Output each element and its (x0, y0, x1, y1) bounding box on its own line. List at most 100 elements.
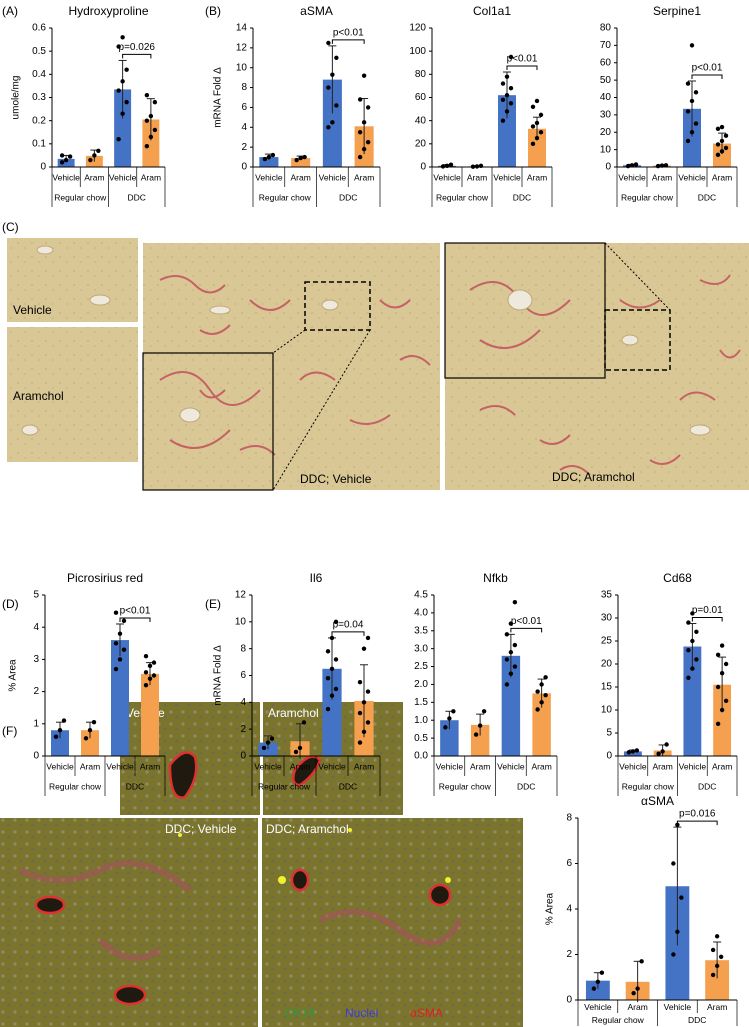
data-point (325, 675, 331, 681)
data-point (117, 657, 123, 662)
group-label: Regular chow (621, 192, 674, 202)
data-point (152, 127, 158, 133)
chart-title: Il6 (310, 571, 323, 585)
data-point (361, 120, 367, 125)
data-point (539, 700, 544, 705)
y-tick-label: 0 (605, 162, 611, 173)
significance-bracket (331, 631, 365, 636)
y-tick-label: 12 (235, 590, 247, 601)
data-point (152, 99, 158, 105)
x-tick-label: Aram (652, 172, 672, 182)
y-tick-label: 0.0 (414, 751, 428, 762)
y-tick-label: 20 (600, 127, 612, 138)
fibrosis-texture (159, 274, 741, 476)
annotation: p<0.01 (507, 54, 538, 65)
data-point (481, 709, 487, 714)
data-point (361, 729, 367, 735)
chart-title: Hydroxyproline (68, 4, 148, 18)
data-point (508, 671, 514, 676)
group-label: DDC (698, 192, 716, 202)
data-point (690, 638, 695, 644)
annotation: p=0.026 (119, 42, 156, 53)
data-point (535, 689, 540, 694)
data-point (357, 740, 363, 745)
y-tick-label: 0 (241, 162, 247, 173)
data-point (655, 163, 661, 169)
y-tick-label: 60 (415, 92, 427, 103)
data-point (504, 109, 510, 114)
y-tick-label: 2 (33, 686, 39, 697)
image (445, 243, 749, 490)
data-point (143, 682, 149, 688)
data-point (144, 143, 150, 149)
y-tick-label: 0 (420, 162, 426, 173)
data-point (63, 157, 69, 163)
annotation: p<0.01 (511, 616, 542, 627)
x-tick-label: Aram (531, 761, 551, 771)
data-point (365, 139, 371, 145)
y-tick-label: 0.6 (32, 23, 46, 34)
x-tick-label: Vehicle (319, 172, 347, 182)
y-tick-label: 12 (236, 42, 248, 53)
data-point (326, 85, 331, 90)
y-tick-label: 25 (601, 636, 613, 647)
data-point (294, 157, 299, 163)
x-tick-label: Aram (80, 761, 100, 771)
error-bar (673, 826, 682, 946)
group-label: Regular chow (436, 192, 489, 202)
data-point (266, 154, 272, 160)
bar (259, 157, 279, 167)
data-point (269, 736, 275, 741)
data-point (530, 124, 536, 129)
data-point (148, 113, 154, 119)
data-point (143, 653, 149, 659)
x-tick-label: Vehicle (52, 172, 80, 182)
data-point (334, 103, 339, 108)
data-point (147, 676, 153, 681)
data-point (719, 643, 725, 648)
data-point (685, 138, 691, 144)
group-label: Regular chow (622, 781, 675, 791)
data-point (57, 728, 63, 733)
group-label: DDC (688, 1015, 706, 1025)
data-point (333, 657, 339, 662)
data-point (626, 750, 632, 755)
data-point (723, 661, 729, 667)
data-point (723, 145, 729, 151)
y-tick-label: 2 (240, 724, 246, 735)
data-point (534, 135, 540, 141)
y-tick-label: 1.5 (414, 697, 428, 708)
data-point (535, 707, 540, 712)
data-point (694, 657, 699, 662)
data-point (500, 118, 506, 123)
x-tick-label: Aram (712, 761, 732, 771)
data-point (334, 55, 339, 60)
data-point (504, 682, 510, 687)
y-tick-label: 2.5 (414, 661, 428, 672)
x-tick-label: Aram (627, 1002, 647, 1012)
y-tick-label: 3 (33, 654, 39, 665)
data-point (671, 952, 676, 957)
data-point (120, 35, 125, 40)
data-point (660, 749, 665, 754)
data-point (631, 990, 636, 996)
y-tick-label: 5 (33, 590, 39, 601)
significance-bracket (122, 53, 152, 59)
significance-bracket (691, 617, 723, 622)
data-point (357, 97, 363, 102)
data-point (690, 611, 695, 616)
data-point (723, 133, 729, 138)
y-tick-label: 10 (236, 62, 248, 73)
data-point (67, 154, 73, 159)
x-tick-label: Vehicle (106, 761, 134, 771)
data-point (474, 164, 480, 169)
data-point (685, 109, 691, 114)
significance-bracket (506, 65, 538, 71)
y-axis-label: % Area (8, 659, 19, 692)
y-tick-label: 0 (606, 751, 612, 762)
annotation: p=0.01 (692, 605, 723, 616)
y-tick-label: 2 (566, 949, 572, 960)
y-tick-label: 20 (415, 138, 427, 149)
y-tick-label: 3.0 (414, 643, 428, 654)
data-point (534, 120, 540, 126)
